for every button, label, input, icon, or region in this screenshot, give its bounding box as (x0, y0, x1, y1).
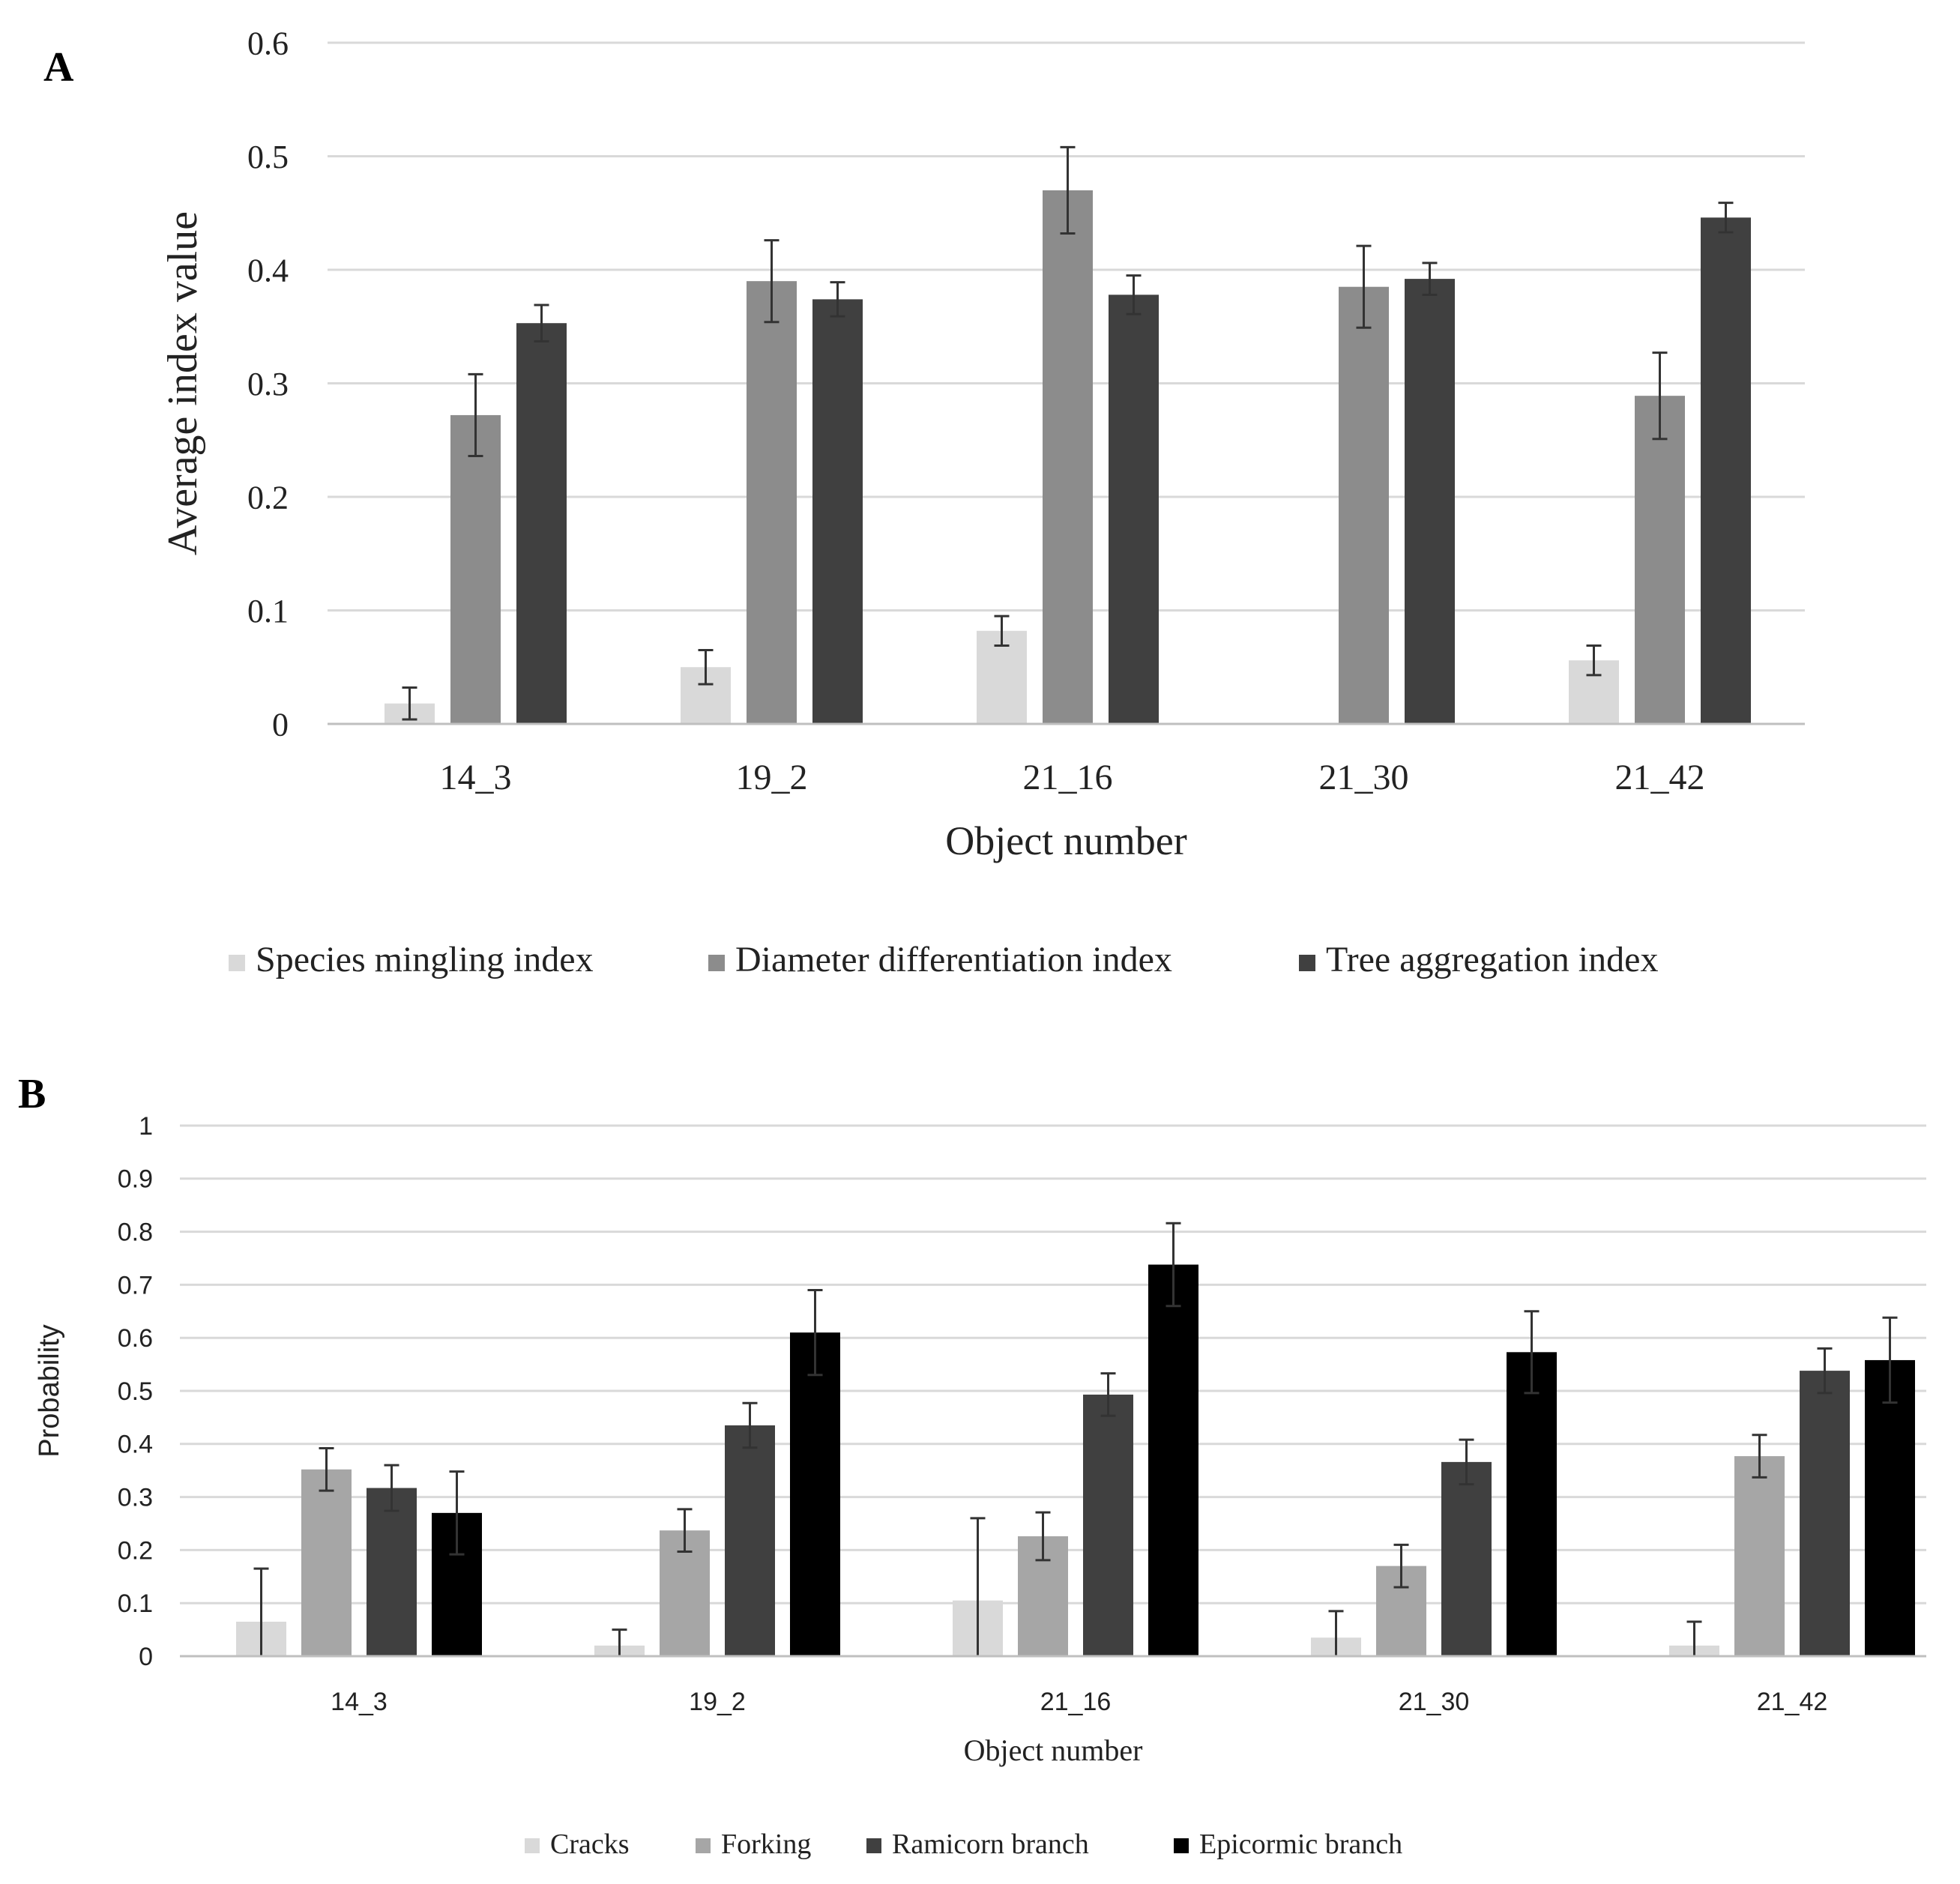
y-tick-label: 0.8 (118, 1219, 153, 1247)
y-tick-label: 0.9 (118, 1165, 153, 1194)
bar (725, 1425, 775, 1656)
legend-swatch (1299, 955, 1315, 971)
bar (1109, 295, 1159, 725)
y-tick-label: 0.2 (247, 479, 289, 516)
x-tick-label: 14_3 (331, 1688, 388, 1716)
bar (1800, 1371, 1850, 1656)
x-tick-label: 14_3 (440, 758, 512, 797)
x-tick-label: 21_30 (1319, 758, 1409, 797)
x-tick-label: 21_16 (1040, 1688, 1112, 1716)
x-tick-label: 21_42 (1615, 758, 1705, 797)
y-axis-title: Average index value (160, 211, 206, 555)
chart-panel-b: B 0 0.1 0.2 0.3 0.4 0.5 0.6 0.7 0.8 0.9 1 14_3 19_2 21… (18, 1071, 1926, 1860)
bar (367, 1488, 417, 1656)
x-tick-label: 19_2 (736, 758, 808, 797)
legend-label: Epicormic branch (1199, 1829, 1402, 1860)
y-tick-label: 0.1 (247, 593, 289, 629)
y-tick-label: 0.1 (118, 1589, 153, 1618)
legend-swatch (525, 1838, 540, 1853)
legend: Cracks Forking Ramicorn branch Epicormic br… (525, 1829, 1402, 1860)
bar (301, 1469, 352, 1656)
y-tick-label: 1 (139, 1112, 153, 1141)
bar (1507, 1352, 1557, 1656)
bar (1405, 279, 1455, 724)
legend-swatch (229, 955, 245, 971)
y-tick-label: 0.2 (118, 1536, 153, 1565)
legend-swatch (708, 955, 725, 971)
bar (1734, 1456, 1785, 1656)
chart-panel-a: A 0 0.1 0.2 0.3 0.4 0.5 0.6 14_3 19_2 21_16 21_30 21… (43, 25, 1805, 979)
bar (812, 299, 863, 724)
y-tick-label: 0.4 (247, 252, 289, 289)
legend-label: Ramicorn branch (892, 1829, 1089, 1860)
y-axis-title: Probability (34, 1324, 65, 1457)
y-tick-label: 0 (139, 1643, 153, 1671)
legend-label: Tree aggregation index (1326, 940, 1658, 979)
legend-swatch (1174, 1838, 1189, 1853)
y-tick-label: 0.5 (118, 1377, 153, 1406)
legend-label: Diameter differentiation index (735, 940, 1172, 979)
y-tick-label: 0.3 (247, 366, 289, 402)
x-tick-label: 21_42 (1757, 1688, 1828, 1716)
legend-swatch (866, 1838, 881, 1853)
bar (790, 1332, 840, 1656)
bar (1701, 217, 1751, 724)
bar (1865, 1359, 1915, 1656)
panel-label: B (18, 1071, 46, 1117)
bar (747, 281, 797, 724)
bar (516, 323, 567, 725)
legend: Species mingling index Diameter different… (229, 940, 1658, 979)
x-tick-label: 21_16 (1023, 758, 1113, 797)
bar (1635, 396, 1685, 724)
x-tick-label: 19_2 (689, 1688, 746, 1716)
x-tick-label: 21_30 (1399, 1688, 1470, 1716)
x-axis-title: Object number (964, 1733, 1143, 1767)
y-tick-label: 0.6 (118, 1324, 153, 1353)
bar (1043, 190, 1093, 724)
bar (450, 414, 501, 724)
bar (1083, 1394, 1133, 1656)
y-tick-label: 0.6 (247, 25, 289, 61)
y-tick-label: 0.3 (118, 1484, 153, 1512)
panel-label: A (43, 44, 74, 91)
legend-label: Species mingling index (256, 940, 594, 979)
legend-label: Cracks (550, 1829, 630, 1860)
bar (1148, 1264, 1198, 1656)
legend-label: Forking (721, 1829, 811, 1860)
bar (1441, 1461, 1492, 1656)
y-tick-label: 0.7 (118, 1271, 153, 1299)
y-tick-label: 0.4 (118, 1431, 153, 1459)
x-axis-title: Object number (945, 818, 1186, 863)
y-tick-label: 0 (272, 706, 289, 743)
bar (1339, 286, 1389, 725)
y-tick-label: 0.5 (247, 139, 289, 175)
legend-swatch (696, 1838, 711, 1853)
